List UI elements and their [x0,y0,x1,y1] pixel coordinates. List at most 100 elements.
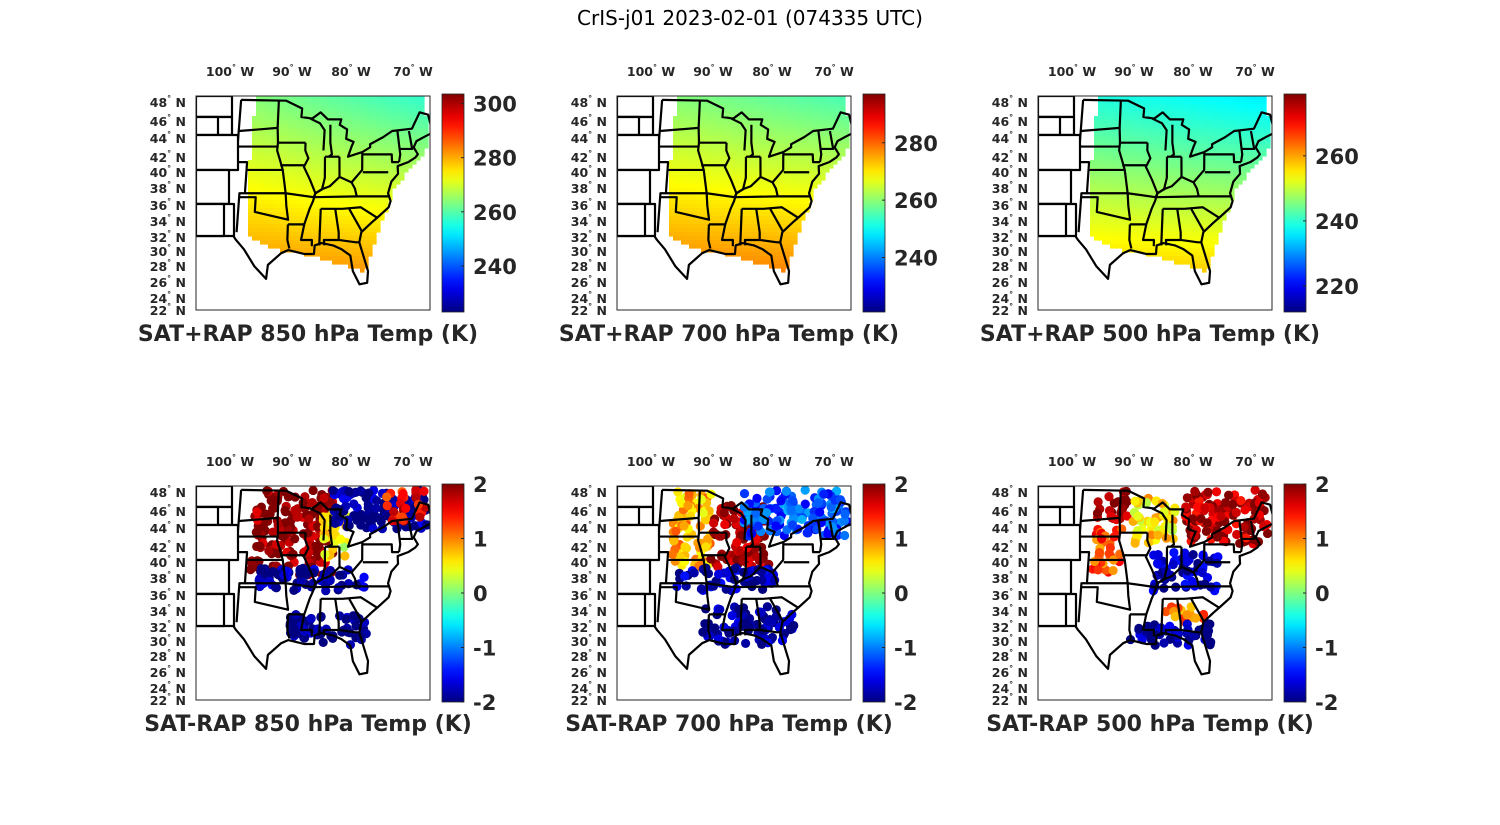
heatmap-cell [705,168,710,173]
heatmap-cell [364,112,369,117]
heatmap-cell [1234,168,1239,173]
heatmap-cell [1202,212,1207,217]
heatmap-cell [681,164,686,169]
heatmap-cell [1106,184,1111,189]
heatmap-cell [340,184,345,189]
heatmap-cell [725,124,730,129]
heatmap-cell [1194,120,1199,125]
heatmap-cell [1130,236,1135,241]
heatmap-cell [364,248,369,253]
heatmap-cell [781,128,786,133]
heatmap-cell [1214,240,1219,245]
heatmap-cell [1166,100,1171,105]
heatmap-cell [1090,224,1095,229]
heatmap-cell [1214,148,1219,153]
heatmap-cell [256,224,261,229]
heatmap-cell [1162,168,1167,173]
heatmap-cell [1118,176,1123,181]
heatmap-cell [725,236,730,241]
heatmap-cell [833,96,838,101]
heatmap-cell [745,232,750,237]
colorbar [1283,93,1307,313]
heatmap-cell [288,212,293,217]
heatmap-cell [829,120,834,125]
heatmap-cell [1122,120,1127,125]
heatmap-cell [801,164,806,169]
lat-tick-label: 22° N [992,302,1028,318]
heatmap-cell [352,208,357,213]
heatmap-cell [276,172,281,177]
heatmap-cell [1198,128,1203,133]
heatmap-cell [1098,232,1103,237]
heatmap-cell [709,196,714,201]
heatmap-cell [388,104,393,109]
heatmap-cell [1198,264,1203,269]
heatmap-cell [781,224,786,229]
heatmap-cell [352,232,357,237]
heatmap-cell [753,252,758,257]
heatmap-cell [1214,184,1219,189]
heatmap-cell [725,224,730,229]
heatmap-cell [709,156,714,161]
heatmap-cell [789,248,794,253]
heatmap-cell [693,244,698,249]
heatmap-cell [729,152,734,157]
heatmap-cell [1198,164,1203,169]
heatmap-cell [344,260,349,265]
heatmap-cell [801,216,806,221]
heatmap-cell [360,232,365,237]
heatmap-cell [1162,252,1167,257]
heatmap-cell [821,144,826,149]
heatmap-cell [300,160,305,165]
heatmap-cell [248,212,253,217]
heatmap-cell [773,148,778,153]
heatmap-cell [408,152,413,157]
data-field [669,96,850,273]
heatmap-cell [1158,152,1163,157]
heatmap-cell [1130,132,1135,137]
heatmap-cell [789,200,794,205]
heatmap-cell [1214,232,1219,237]
heatmap-cell [348,264,353,269]
heatmap-cell [789,208,794,213]
heatmap-cell [693,176,698,181]
heatmap-cell [1178,200,1183,205]
heatmap-cell [1106,200,1111,205]
heatmap-cell [757,212,762,217]
heatmap-cell [316,192,321,197]
heatmap-cell [829,100,834,105]
heatmap-cell [284,124,289,129]
heatmap-cell [300,180,305,185]
heatmap-cell [685,160,690,165]
heatmap-cell [1162,228,1167,233]
heatmap-cell [829,128,834,133]
heatmap-cell [1198,96,1203,101]
heatmap-cell [681,224,686,229]
heatmap-cell [777,204,782,209]
heatmap-cell [1226,140,1231,145]
lon-tick-label: 90° W [272,63,312,79]
heatmap-cell [773,156,778,161]
heatmap-cell [344,192,349,197]
heatmap-cell [308,112,313,117]
heatmap-cell [320,244,325,249]
heatmap-cell [356,260,361,265]
heatmap-cell [328,100,333,105]
heatmap-cell [1202,200,1207,205]
heatmap-cell [1226,196,1231,201]
heatmap-cell [1174,132,1179,137]
heatmap-cell [1170,112,1175,117]
heatmap-cell [360,256,365,261]
heatmap-cell [689,112,694,117]
heatmap-cell [1158,228,1163,233]
heatmap-cell [805,108,810,113]
heatmap-cell [749,108,754,113]
heatmap-cell [1218,156,1223,161]
heatmap-cell [1158,108,1163,113]
heatmap-cell [789,124,794,129]
heatmap-cell [1154,240,1159,245]
heatmap-cell [1250,164,1255,169]
heatmap-cell [741,196,746,201]
data-point [308,486,318,496]
heatmap-cell [316,116,321,121]
